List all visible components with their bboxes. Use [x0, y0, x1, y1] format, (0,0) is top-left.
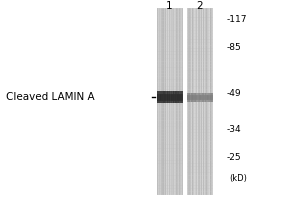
Bar [187, 8, 212, 194]
Text: Cleaved LAMIN A: Cleaved LAMIN A [6, 92, 94, 102]
Text: -49: -49 [226, 90, 241, 98]
Text: (kD): (kD) [230, 174, 247, 184]
Text: -25: -25 [226, 152, 241, 162]
Text: -117: -117 [226, 15, 247, 23]
Text: 1: 1 [166, 1, 173, 11]
Text: -85: -85 [226, 43, 241, 51]
Text: -34: -34 [226, 124, 241, 134]
Text: 2: 2 [196, 1, 203, 11]
Bar [157, 8, 182, 194]
